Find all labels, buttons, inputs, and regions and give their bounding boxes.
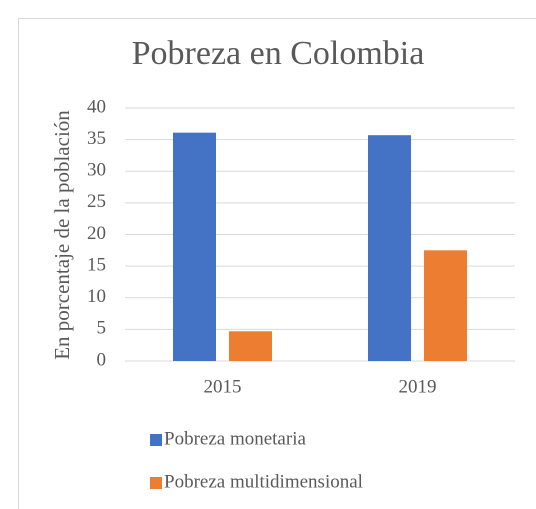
y-tick-label: 10 bbox=[87, 286, 106, 307]
y-tick-label: 40 bbox=[87, 96, 106, 117]
x-tick-label: 2019 bbox=[399, 376, 437, 397]
legend-label: Pobreza multidimensional bbox=[164, 471, 363, 492]
chart-title: Pobreza en Colombia bbox=[132, 35, 425, 72]
y-tick-label: 20 bbox=[87, 223, 106, 244]
bar bbox=[368, 135, 411, 361]
y-tick-label: 30 bbox=[87, 160, 106, 181]
y-tick-label: 35 bbox=[87, 128, 106, 149]
bar bbox=[229, 331, 272, 361]
y-tick-label: 5 bbox=[97, 318, 107, 339]
bar bbox=[424, 250, 467, 361]
y-axis-label: En porcentaje de la población bbox=[50, 110, 74, 360]
bar bbox=[173, 132, 216, 361]
legend-swatch bbox=[150, 477, 162, 489]
x-tick-label: 2015 bbox=[204, 376, 242, 397]
y-tick-label: 15 bbox=[87, 254, 106, 275]
legend-swatch bbox=[150, 434, 162, 446]
legend-label: Pobreza monetaria bbox=[164, 428, 306, 449]
y-tick-label: 0 bbox=[97, 349, 107, 370]
y-tick-label: 25 bbox=[87, 191, 106, 212]
